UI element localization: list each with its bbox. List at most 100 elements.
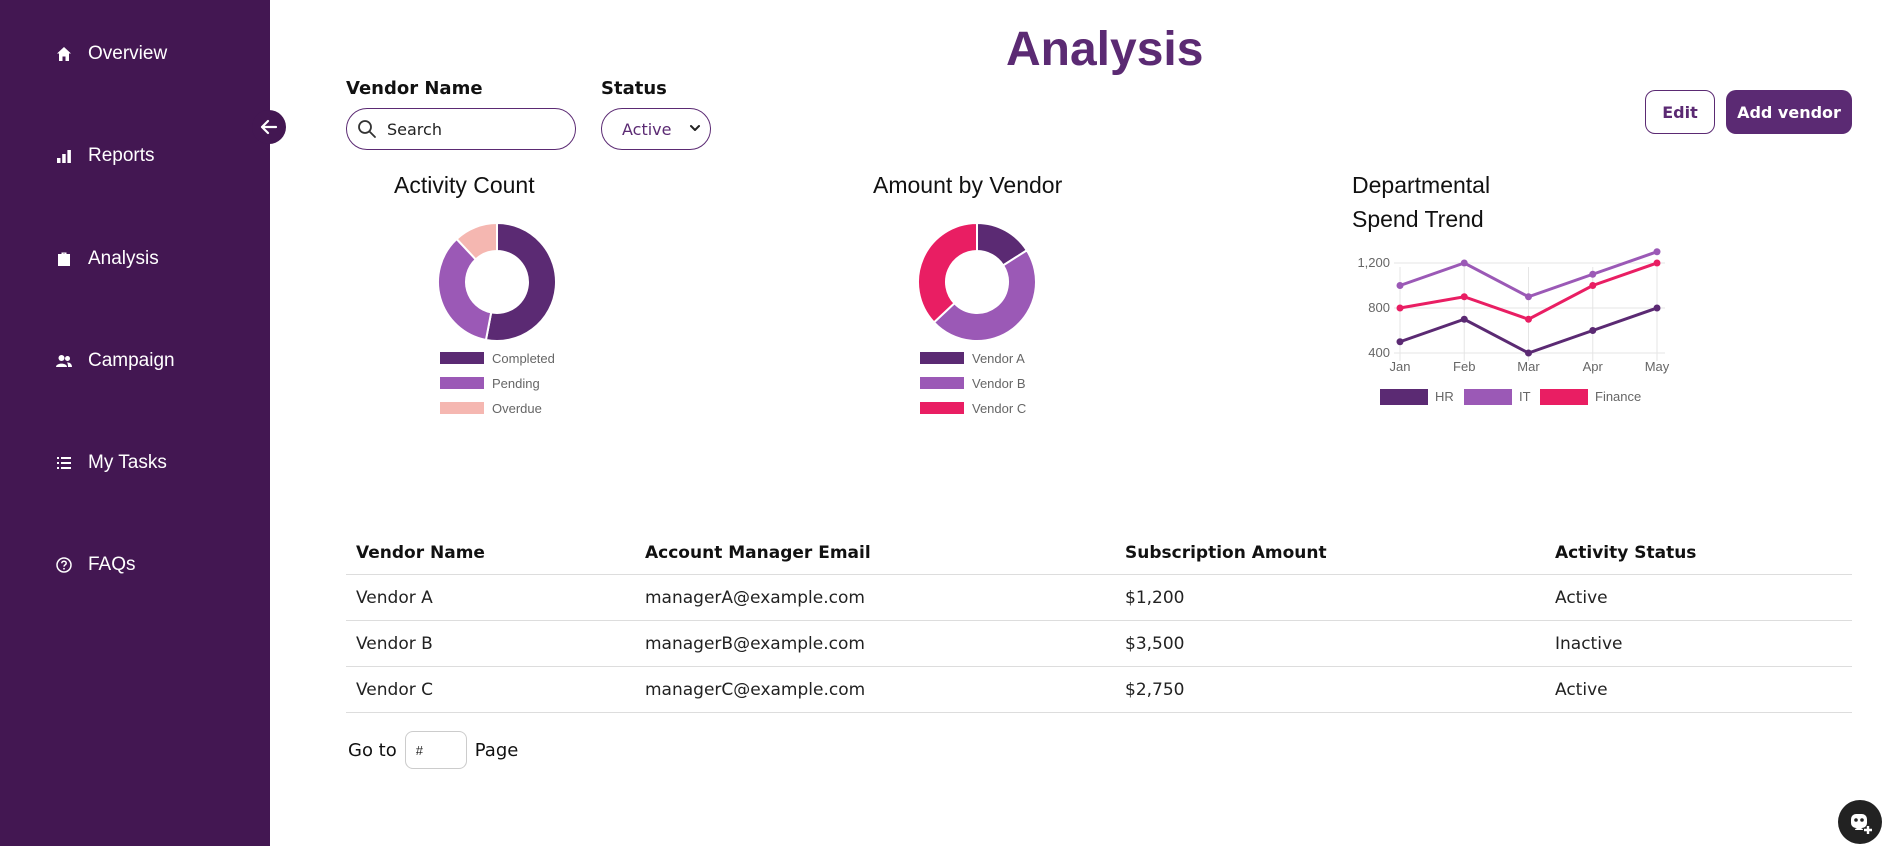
data-point-hr [1589,327,1597,334]
vendor-name-label: Vendor Name [346,78,483,99]
activity-slice-overdue [455,221,498,261]
table-row[interactable]: Vendor A managerA@example.com $1,200 Act… [346,574,1852,621]
legend-swatch [440,402,484,414]
status-cell: Active [1545,666,1852,713]
data-point-hr [1653,304,1661,312]
arrow-left-icon [260,119,278,135]
table-row[interactable]: Vendor B managerB@example.com $3,500 Ina… [346,620,1852,667]
edit-button[interactable]: Edit [1645,90,1715,134]
chart-title-activity-count: Activity Count [394,172,535,198]
help-circle-icon [56,557,72,573]
data-point-it [1525,293,1532,301]
legend-swatch [1540,389,1588,405]
page-label: Page [474,739,519,761]
sidebar-item-label: Analysis [88,248,159,269]
data-point-finance [1589,282,1597,289]
activity-slice-pending [437,237,493,342]
legend-label: Vendor A [972,351,1025,366]
x-tick-label: Apr [1583,359,1604,374]
activity-count-chart: Completed Pending Overdue [437,221,557,416]
data-point-finance [1460,293,1468,301]
amount-cell: $3,500 [1115,620,1545,667]
column-header[interactable]: Account Manager Email [635,532,1115,575]
legend-label: Finance [1595,389,1641,404]
legend-swatch [920,377,964,389]
data-point-hr [1525,349,1532,357]
page-number-input[interactable] [404,731,467,769]
status-label: Status [601,78,667,99]
sidebar-item-my-tasks[interactable]: My Tasks [56,452,167,474]
sidebar-item-label: Reports [88,145,155,166]
data-point-it [1653,248,1661,256]
collapse-sidebar-button[interactable] [252,110,286,144]
pagination: Go to Page [348,731,518,769]
briefcase-icon [58,252,70,266]
legend-label: HR [1435,389,1454,404]
x-tick-label: Jan [1390,359,1411,374]
amount-by-vendor-chart: Vendor A Vendor B Vendor C [917,221,1037,416]
x-tick-label: Feb [1453,359,1475,374]
robot-icon [1851,814,1872,834]
chart-title-amount-by-vendor: Amount by Vendor [873,172,1063,198]
y-tick-label: 1,200 [1357,255,1390,270]
search-icon [358,120,376,138]
legend-swatch [920,352,964,364]
vendor-slice-vendor-c [917,221,978,324]
table-header-row: Vendor Name Account Manager Email Subscr… [346,532,1852,575]
amount-cell: $2,750 [1115,666,1545,713]
legend-label: Vendor C [972,401,1026,416]
x-tick-label: May [1645,359,1670,374]
sidebar-item-faqs[interactable]: FAQs [56,554,136,576]
legend-swatch [440,352,484,364]
chart-title-line-2: Spend Trend [1352,206,1484,232]
y-tick-label: 400 [1368,345,1390,360]
chart-title-line-1: Departmental [1352,172,1491,198]
search-input[interactable] [385,118,559,140]
email-cell: managerB@example.com [635,620,1115,667]
vendor-table: Vendor Name Account Manager Email Subscr… [346,532,1852,713]
activity-slice-completed [484,221,557,342]
table-row[interactable]: Vendor C managerC@example.com $2,750 Act… [346,666,1852,713]
sidebar-item-campaign[interactable]: Campaign [56,350,175,372]
legend-label: Completed [492,351,555,366]
data-point-it [1589,270,1597,278]
users-icon [56,355,72,367]
home-icon [57,47,71,61]
sidebar-item-reports[interactable]: Reports [56,145,155,167]
sidebar-item-overview[interactable]: Overview [56,43,167,65]
status-select[interactable]: Active [601,108,711,150]
column-header[interactable]: Activity Status [1545,532,1852,575]
chat-assistant-button[interactable] [1838,800,1882,844]
amount-cell: $1,200 [1115,574,1545,621]
sidebar-item-label: FAQs [88,554,136,575]
email-cell: managerA@example.com [635,574,1115,621]
data-point-finance [1396,304,1404,312]
sidebar: Overview Reports Analysis Campaign My Ta… [0,0,270,846]
chart-title-spend-trend: Departmental Spend Trend [1352,168,1490,236]
vendor-slice-vendor-b [932,249,1037,342]
vendor-name-cell: Vendor B [346,620,635,667]
column-header[interactable]: Vendor Name [346,532,635,575]
x-tick-label: Mar [1517,359,1540,374]
legend-swatch [920,402,964,414]
chevron-down-icon [690,125,700,131]
search-box[interactable] [346,108,576,150]
status-select-value: Active [622,119,672,139]
legend-label: Pending [492,376,540,391]
goto-label: Go to [348,739,397,761]
sidebar-item-label: My Tasks [88,452,167,473]
legend-swatch [1380,389,1428,405]
page-title: Analysis [1006,23,1204,76]
status-cell: Inactive [1545,620,1852,667]
status-cell: Active [1545,574,1852,621]
spend-trend-chart: 400 800 1,200 Jan Feb Mar Apr May HR IT Finance [1357,248,1670,405]
data-point-finance [1653,259,1661,267]
column-header[interactable]: Subscription Amount [1115,532,1545,575]
sidebar-item-label: Overview [88,43,168,64]
legend-label: Vendor B [972,376,1026,391]
legend-label: IT [1519,389,1531,404]
legend-label: Overdue [492,401,542,416]
sidebar-item-analysis[interactable]: Analysis [56,248,159,270]
add-vendor-button[interactable]: Add vendor [1726,90,1852,134]
bar-chart-icon [57,150,71,163]
